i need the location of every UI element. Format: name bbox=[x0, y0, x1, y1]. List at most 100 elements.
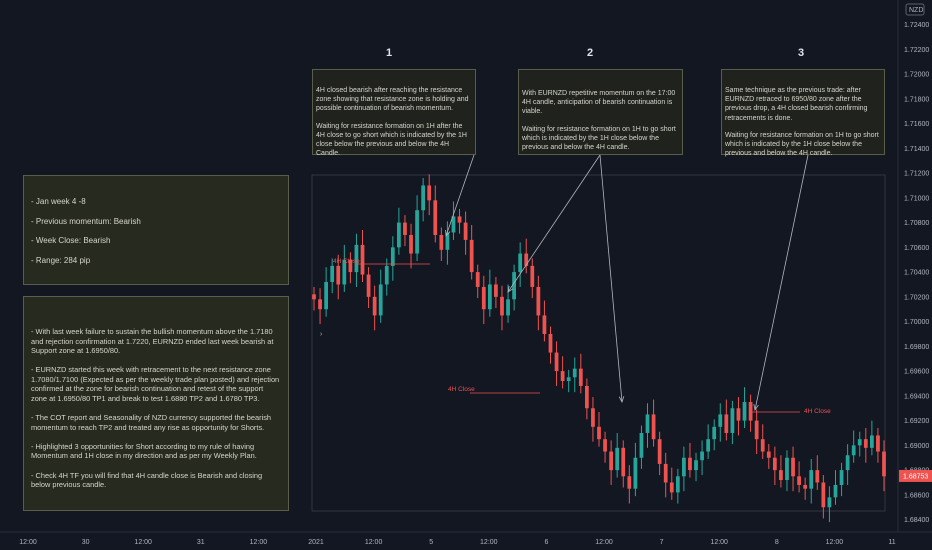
candle-body bbox=[390, 247, 395, 266]
candle-body bbox=[827, 497, 832, 508]
candle-body bbox=[463, 222, 468, 240]
y-tick-label: 1.71200 bbox=[904, 171, 929, 178]
x-tick-label: 8 bbox=[775, 539, 779, 546]
currency-tag bbox=[905, 3, 925, 16]
y-tick-label: 1.71000 bbox=[904, 195, 929, 202]
currency-label: NZD bbox=[909, 7, 923, 14]
x-tick-label: 31 bbox=[197, 539, 205, 546]
candle-body bbox=[712, 426, 717, 440]
x-tick-label: 12:00 bbox=[250, 539, 268, 546]
candle-body bbox=[536, 286, 541, 316]
candle-body bbox=[882, 451, 886, 477]
candle-body bbox=[354, 244, 359, 273]
x-tick-label: 6 bbox=[544, 539, 548, 546]
candle-body bbox=[724, 414, 729, 433]
candle-body bbox=[857, 439, 862, 446]
summary-line-momentum: - Previous momentum: Bearish bbox=[31, 216, 141, 226]
trade-2-note: With EURNZD repetitive momentum on the 1… bbox=[518, 69, 683, 155]
candle-body bbox=[597, 426, 601, 440]
candle-body bbox=[627, 476, 632, 489]
candle-body bbox=[833, 484, 838, 498]
x-tick-label: 12:00 bbox=[134, 539, 152, 546]
candle-body bbox=[560, 371, 565, 382]
analysis-paragraph-3: - The COT report and Seasonality of NZD … bbox=[31, 413, 272, 432]
trade-2-arrow-b-head bbox=[618, 396, 625, 404]
candle-body bbox=[645, 414, 650, 433]
candle-body bbox=[682, 457, 686, 477]
close-label-3: 4H Close bbox=[804, 408, 831, 415]
candle-body bbox=[578, 368, 583, 386]
candle-body bbox=[530, 265, 535, 287]
candle-body bbox=[772, 457, 777, 471]
y-tick-label: 1.68400 bbox=[904, 517, 929, 524]
candle-body bbox=[736, 408, 741, 421]
trade-3-note-p1: Same technique as the previous trade: af… bbox=[725, 87, 868, 122]
candle-body bbox=[791, 457, 795, 477]
candle-body bbox=[694, 460, 698, 471]
candle-body bbox=[748, 402, 753, 421]
candle-body bbox=[397, 222, 401, 248]
candle-body bbox=[863, 439, 868, 448]
trade-2-arrow-b bbox=[599, 154, 623, 403]
candle-body bbox=[760, 439, 765, 452]
candle-body bbox=[445, 232, 450, 250]
candle-body bbox=[669, 482, 674, 493]
y-tick-label: 1.68600 bbox=[904, 492, 929, 499]
x-tick-label: 5 bbox=[429, 539, 433, 546]
y-tick-label: 1.72200 bbox=[904, 47, 929, 54]
y-tick-label: 1.70200 bbox=[904, 294, 929, 301]
y-tick-label: 1.72400 bbox=[904, 22, 929, 29]
y-tick-label: 1.70600 bbox=[904, 245, 929, 252]
candle-body bbox=[366, 274, 371, 297]
x-tick-label: 12:00 bbox=[595, 539, 613, 546]
candle-body bbox=[342, 259, 347, 285]
candle-body bbox=[427, 185, 432, 201]
candle-body bbox=[451, 216, 456, 233]
y-tick-label: 1.71600 bbox=[904, 121, 929, 128]
candle-body bbox=[475, 272, 480, 287]
plot-marker: › bbox=[320, 331, 323, 338]
y-tick-label: 1.71800 bbox=[904, 96, 929, 103]
candle-body bbox=[554, 352, 559, 372]
candle-body bbox=[415, 210, 419, 254]
y-tick-label: 1.69000 bbox=[904, 443, 929, 450]
candle-body bbox=[548, 333, 553, 353]
trade-1-note-p2: Waiting for resistance formation on 1H a… bbox=[316, 122, 467, 158]
candle-body bbox=[657, 439, 662, 464]
candle-body bbox=[542, 315, 547, 334]
candle-body bbox=[766, 451, 771, 458]
y-tick-label: 1.70400 bbox=[904, 270, 929, 277]
candle-body bbox=[815, 470, 820, 483]
candle-body bbox=[584, 385, 589, 409]
x-tick-label: 12:00 bbox=[710, 539, 728, 546]
candle-body bbox=[730, 408, 735, 433]
trade-1-number: 1 bbox=[386, 47, 393, 59]
y-tick-label: 1.71400 bbox=[904, 146, 929, 153]
y-tick-label: 1.69400 bbox=[904, 393, 929, 400]
candle-body bbox=[360, 244, 365, 275]
trade-2-number: 2 bbox=[587, 47, 594, 59]
candle-body bbox=[845, 455, 850, 471]
trade-2-arrow-a bbox=[507, 154, 601, 293]
candle-body bbox=[518, 253, 523, 273]
trade-3-arrow-head bbox=[753, 404, 759, 412]
candle-body bbox=[439, 234, 444, 250]
analysis-box: - With last week failure to sustain the … bbox=[23, 296, 289, 511]
candle-body bbox=[809, 470, 814, 489]
trade-2-arrow-a-head bbox=[507, 286, 514, 293]
x-tick-label: 12:00 bbox=[365, 539, 383, 546]
candle-body bbox=[457, 216, 462, 223]
y-tick-label: 1.69200 bbox=[904, 418, 929, 425]
x-tick-label: 30 bbox=[82, 539, 90, 546]
candle-body bbox=[803, 484, 808, 489]
candle-body bbox=[469, 239, 474, 273]
candle-body bbox=[572, 368, 577, 378]
candle-body bbox=[421, 185, 426, 211]
trade-2-note-p1: With EURNZD repetitive momentum on the 1… bbox=[522, 90, 676, 116]
candle-body bbox=[688, 457, 692, 471]
candle-body bbox=[348, 259, 353, 273]
analysis-paragraph-1: - With last week failure to sustain the … bbox=[31, 327, 274, 356]
summary-line-range: - Range: 284 pip bbox=[31, 255, 91, 265]
candle-body bbox=[639, 432, 644, 458]
